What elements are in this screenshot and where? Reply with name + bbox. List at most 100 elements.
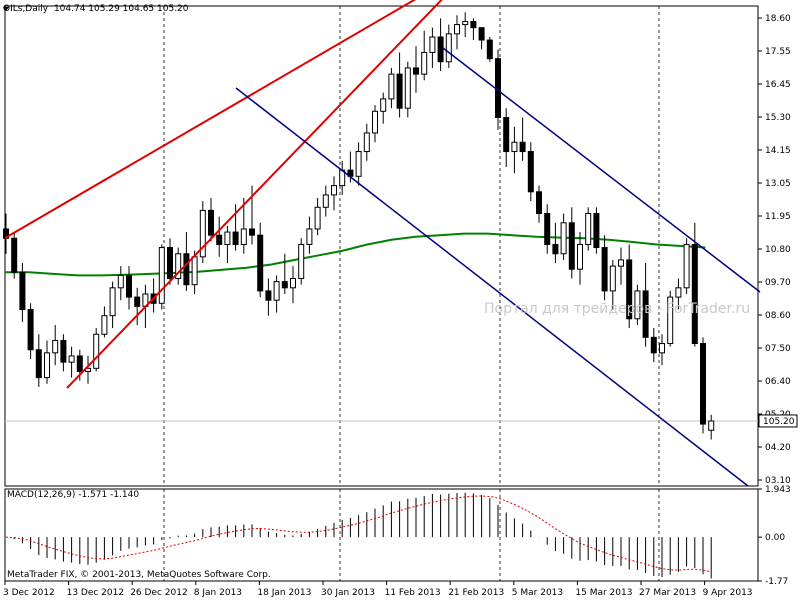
price-tick-label-13: 04.20	[765, 443, 791, 453]
candle-body-78	[642, 290, 649, 338]
macd-tick-label-1: 0.00	[765, 533, 785, 543]
candle-body-54	[445, 33, 452, 63]
red-channel-lower	[66, 0, 443, 389]
candle-body-45	[372, 110, 378, 134]
candle-body-31	[257, 234, 264, 292]
candle-body-34	[281, 281, 288, 289]
price-tick-label-3: 15.30	[765, 113, 791, 123]
candle-body-33	[273, 281, 280, 301]
macd-frame	[4, 488, 759, 582]
time-label-0: 3 Dec 2012	[3, 588, 55, 598]
candle-body-63	[519, 141, 526, 153]
time-label-8: 5 Mar 2013	[512, 588, 563, 598]
candle-body-56	[462, 20, 469, 26]
candle-body-5	[44, 352, 50, 379]
candle-body-19	[158, 247, 165, 304]
candle-body-53	[437, 36, 444, 63]
candle-body-3	[27, 308, 34, 351]
candle-body-55	[454, 24, 460, 35]
candle-body-83	[683, 243, 690, 289]
watermark: Портал для трейдеров - ForTrader.ru	[484, 301, 751, 317]
candle-body-7	[60, 339, 67, 363]
candle-body-30	[249, 228, 255, 236]
price-tick-label-8: 09.70	[765, 278, 791, 288]
candle-body-57	[470, 20, 477, 29]
candle-body-44	[363, 132, 370, 153]
blue-channel-lower	[235, 87, 749, 487]
candle-body-26	[216, 234, 223, 245]
candle-body-65	[536, 191, 542, 214]
candle-body-22	[183, 253, 190, 286]
macd-tick-label-2: -1.77	[765, 577, 788, 587]
current-price-box	[758, 414, 798, 428]
candle-body-61	[503, 116, 510, 153]
candle-body-29	[240, 228, 247, 245]
candle-body-74	[609, 265, 616, 292]
header-ohlc: 104.74 105.29 104.65 105.20	[53, 4, 189, 14]
candle-body-79	[650, 336, 657, 354]
price-tick-label-5: 13.05	[765, 179, 791, 189]
candle-body-62	[511, 141, 518, 153]
candle-body-40	[331, 185, 337, 196]
candle-body-27	[224, 231, 231, 245]
candle-body-68	[560, 222, 567, 255]
price-tick-label-7: 10.80	[765, 245, 791, 255]
candle-body-75	[618, 259, 624, 267]
candle-body-11	[93, 333, 100, 369]
candle-body-9	[76, 355, 83, 372]
candle-body-28	[232, 231, 239, 245]
candle-body-32	[265, 290, 272, 301]
price-tick-label-1: 17.55	[765, 47, 791, 57]
candle-body-52	[429, 36, 436, 53]
candle-body-76	[626, 259, 633, 320]
candle-body-73	[601, 247, 608, 292]
candle-body-58	[478, 27, 485, 41]
macd-label: MACD(12,26,9) -1.571 -1.140	[7, 490, 140, 500]
candle-body-59	[486, 39, 493, 60]
candle-body-39	[322, 194, 329, 208]
candle-body-84	[691, 243, 698, 345]
candle-body-46	[380, 98, 387, 112]
candle-body-49	[404, 67, 411, 109]
candle-body-13	[109, 287, 116, 317]
candle-body-50	[413, 67, 419, 75]
price-tick-label-0: 18.60	[765, 14, 791, 24]
price-tick-label-9: 08.60	[765, 311, 791, 321]
candle-body-80	[659, 343, 665, 354]
time-label-4: 18 Jan 2013	[257, 588, 311, 598]
time-label-11: 9 Apr 2013	[703, 588, 753, 598]
candle-body-64	[527, 151, 534, 193]
candle-body-71	[585, 212, 592, 245]
time-label-7: 21 Feb 2013	[448, 588, 504, 598]
main-chart-frame	[4, 5, 759, 487]
candle-body-48	[396, 73, 403, 109]
current-price-label: 105.20	[763, 417, 795, 427]
candle-body-37	[306, 228, 313, 245]
candle-body-47	[388, 73, 395, 100]
macd-histogram-group	[13, 492, 712, 579]
candle-body-36	[298, 243, 305, 280]
candle-body-23	[191, 256, 198, 286]
macd-tick-label-0: 1.943	[765, 485, 791, 495]
header-symbol: OILs,Daily	[3, 4, 49, 14]
candle-body-38	[314, 206, 321, 230]
blue-channel-upper	[442, 47, 761, 293]
price-tick-label-2: 16.45	[765, 80, 791, 90]
price-tick-label-14: 03.10	[765, 476, 791, 486]
candle-body-51	[421, 51, 428, 75]
candle-body-69	[568, 222, 575, 270]
candle-body-81	[667, 296, 674, 345]
candle-body-77	[634, 290, 641, 320]
candle-body-43	[355, 151, 362, 177]
candle-body-82	[675, 287, 682, 298]
moving-average-line	[5, 232, 706, 277]
price-tick-label-10: 07.50	[765, 344, 791, 354]
time-label-6: 11 Feb 2013	[385, 588, 441, 598]
candle-body-2	[19, 271, 26, 310]
symbol-dropdown-icon	[3, 7, 9, 11]
candle-body-24	[199, 209, 206, 258]
candle-body-6	[52, 339, 59, 354]
candle-body-67	[552, 243, 559, 255]
